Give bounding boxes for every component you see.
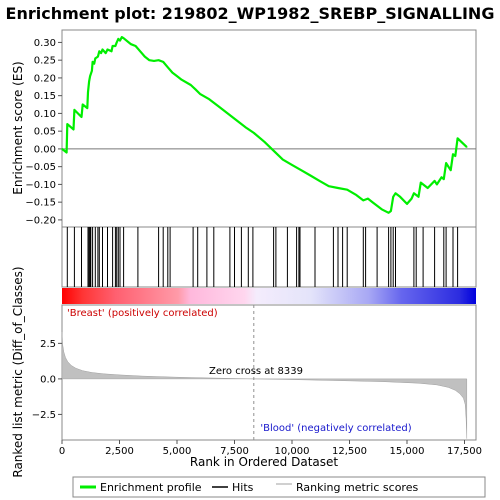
enrichment-profile-line [61,35,468,214]
zero-cross-label: Zero cross at 8339 [209,366,303,377]
ranking-color-bar [62,288,476,304]
legend-metric-label: Ranking metric scores [296,481,418,494]
es-ytick-label: −0.10 [25,180,56,191]
x-axis-label: Rank in Ordered Dataset [190,455,338,469]
es-ytick-label: 0.00 [34,144,56,155]
xtick-label: 10,000 [275,446,310,457]
xtick-label: 5,000 [163,446,192,457]
xtick-label: 17,500 [447,446,482,457]
metric-panel: 2.5 0.0 −2.5 0 2,500 5,000 7,500 10,000 12,500 1… [11,266,482,477]
es-axis-label: Enrichment score (ES) [11,61,25,194]
es-ytick-label: −0.15 [25,198,56,209]
xtick-label: 7,500 [220,446,249,457]
hits-area [61,226,477,288]
xtick-label: 12,500 [332,446,367,457]
metric-plot-area [61,304,477,441]
ranking-gradient [62,288,476,304]
metric-ytick-label: 2.5 [40,339,56,350]
legend-enrichment-label: Enrichment profile [100,481,202,494]
es-ytick-label: 0.30 [34,38,56,49]
es-ytick-label: 0.20 [34,73,56,84]
xtick-label: 15,000 [390,446,425,457]
enrichment-panel: 0.30 0.25 0.20 0.15 0.10 0.05 0.00 −0.05 −0.10 −0… [11,29,477,228]
es-ytick-label: 0.10 [34,109,56,120]
ranking-metric-area [61,331,468,439]
hits-panel [61,226,477,288]
es-ytick-label: 0.25 [34,56,56,67]
enrichment-plot-area [61,29,477,228]
negative-class-label: 'Blood' (negatively correlated) [260,423,411,434]
legend: Enrichment profile Hits Ranking metric s… [72,476,486,498]
es-ytick-label: −0.05 [25,162,56,173]
metric-ytick-label: −2.5 [32,410,56,421]
metric-axis-label: Ranked list metric (Diff_of_Classes) [11,266,25,477]
es-ytick-label: 0.15 [34,91,56,102]
positive-class-label: 'Breast' (positively correlated) [67,308,218,319]
xtick-label: 0 [59,446,65,457]
legend-box [72,476,486,498]
es-ytick-label: 0.05 [34,127,56,138]
legend-hits-label: Hits [232,481,254,494]
xtick-label: 2,500 [105,446,134,457]
metric-ytick-label: 0.0 [40,374,56,385]
es-ytick-label: −0.20 [25,215,56,226]
chart-title: Enrichment plot: 219802_WP1982_SREBP_SIG… [6,4,495,23]
